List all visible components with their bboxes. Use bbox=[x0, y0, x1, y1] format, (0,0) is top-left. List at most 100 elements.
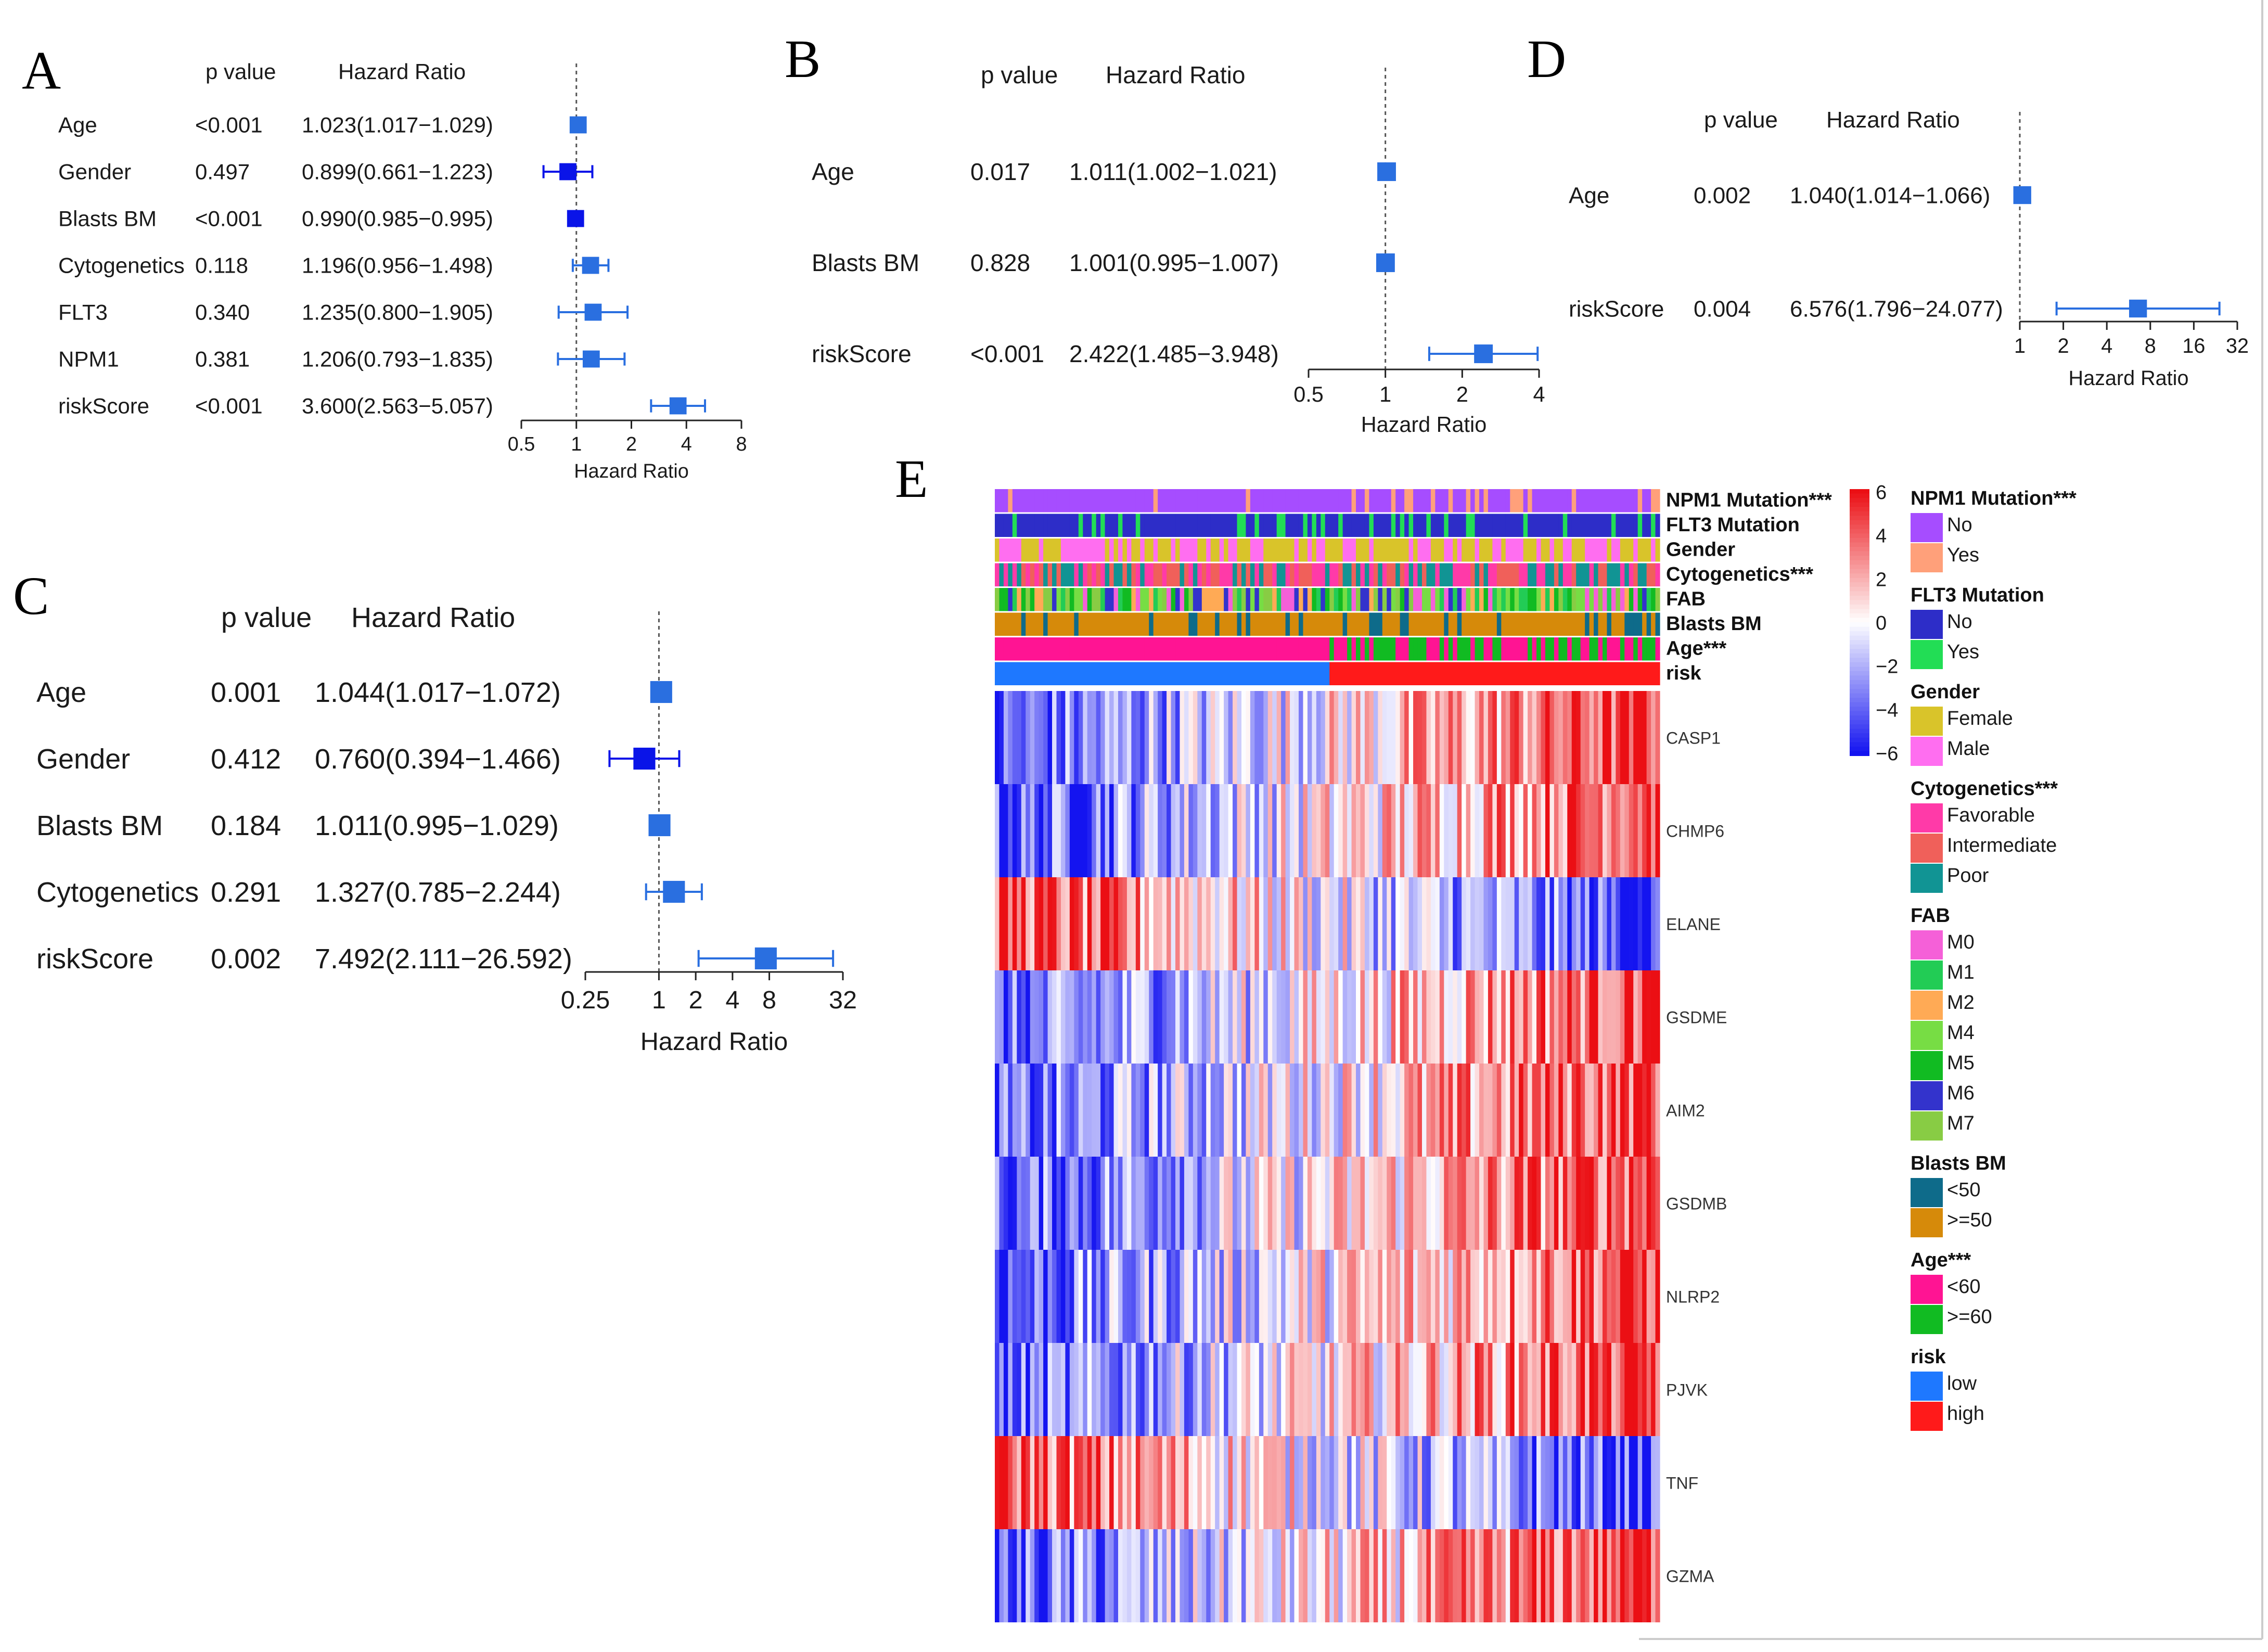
annotation-cell bbox=[1567, 514, 1572, 537]
annotation-cell bbox=[1528, 539, 1533, 562]
heatmap-cell bbox=[1616, 1343, 1621, 1436]
annotation-cell bbox=[1113, 588, 1119, 611]
heatmap-cell bbox=[1321, 1343, 1326, 1436]
annotation-cell bbox=[1571, 637, 1577, 661]
annotation-cell bbox=[1026, 637, 1031, 661]
heatmap-cell bbox=[1092, 1250, 1097, 1343]
annotation-cell bbox=[1356, 637, 1361, 661]
heatmap-cell bbox=[1135, 1157, 1141, 1250]
annotation-cell bbox=[1541, 514, 1546, 537]
annotation-cell bbox=[1501, 563, 1506, 586]
heatmap-cell bbox=[1325, 1064, 1330, 1157]
heatmap-cell bbox=[1321, 1436, 1326, 1529]
annotation-cell bbox=[1505, 662, 1510, 685]
annotation-cell bbox=[1338, 662, 1343, 685]
heatmap-cell bbox=[1430, 1343, 1436, 1436]
heatmap-cell bbox=[1347, 877, 1352, 970]
heatmap-cell bbox=[1052, 1529, 1057, 1622]
annotation-cell bbox=[1087, 489, 1092, 513]
heatmap-cell bbox=[1594, 784, 1599, 877]
heatmap-cell bbox=[1616, 1529, 1621, 1622]
heatmap-cell bbox=[1329, 1529, 1335, 1622]
annotation-cell bbox=[1167, 637, 1172, 661]
heatmap-cell bbox=[1224, 970, 1229, 1064]
heatmap-cell bbox=[1356, 877, 1361, 970]
annotation-cell bbox=[1180, 514, 1185, 537]
heatmap-cell bbox=[1180, 1436, 1185, 1529]
heatmap-cell bbox=[1325, 1343, 1330, 1436]
heatmap-row: ELANE bbox=[995, 877, 1721, 970]
heatmap-cell bbox=[1413, 1157, 1418, 1250]
gene-label: TNF bbox=[1666, 1474, 1698, 1493]
heatmap-cell bbox=[1060, 1436, 1066, 1529]
annotation-cell bbox=[1096, 612, 1101, 636]
heatmap-cell bbox=[1620, 1343, 1625, 1436]
annotation-cell bbox=[1510, 563, 1515, 586]
heatmap-cell bbox=[1382, 1343, 1387, 1436]
heatmap-cell bbox=[1069, 1250, 1074, 1343]
annotation-cell bbox=[1140, 563, 1145, 586]
annotation-cell bbox=[1462, 612, 1467, 636]
heatmap-cell bbox=[1421, 1157, 1427, 1250]
heatmap-cell bbox=[1532, 784, 1537, 877]
heatmap-cell bbox=[1523, 1064, 1528, 1157]
annotation-cell bbox=[1567, 612, 1572, 636]
heatmap-cell bbox=[1541, 1064, 1546, 1157]
annotation-cell bbox=[1201, 612, 1207, 636]
heatmap-cell bbox=[1043, 1157, 1048, 1250]
hazard-ratio-header: Hazard Ratio bbox=[351, 602, 515, 633]
row-label: riskScore bbox=[812, 340, 912, 367]
heatmap-cell bbox=[1620, 1250, 1625, 1343]
annotation-cell bbox=[1012, 588, 1017, 611]
heatmap-cell bbox=[1519, 1157, 1524, 1250]
annotation-cell bbox=[1135, 588, 1141, 611]
x-tick-label: 0.5 bbox=[508, 433, 535, 455]
annotation-cell bbox=[1338, 539, 1343, 562]
annotation-cell bbox=[1206, 563, 1211, 586]
heatmap-cell bbox=[1135, 970, 1141, 1064]
annotation-cell bbox=[1122, 588, 1127, 611]
heatmap-cell bbox=[1060, 784, 1066, 877]
annotation-cell bbox=[1272, 588, 1277, 611]
heatmap-cell bbox=[1629, 1250, 1634, 1343]
heatmap-cell bbox=[1060, 1343, 1066, 1436]
heatmap-cell bbox=[1259, 1529, 1264, 1622]
heatmap-cell bbox=[1505, 691, 1510, 784]
heatmap-cell bbox=[1655, 1250, 1660, 1343]
heatmap-cell bbox=[1008, 1343, 1013, 1436]
colorbar-segment bbox=[1850, 498, 1869, 503]
heatmap-cell bbox=[995, 691, 1000, 784]
annotation-cell bbox=[1602, 563, 1608, 586]
heatmap-cell bbox=[1188, 970, 1194, 1064]
heatmap-cell bbox=[1457, 1529, 1462, 1622]
annotation-cell bbox=[1281, 662, 1286, 685]
heatmap-cell bbox=[1100, 691, 1106, 784]
heatmap-cell bbox=[1012, 1064, 1017, 1157]
annotation-cell bbox=[1294, 514, 1299, 537]
heatmap-cell bbox=[1254, 784, 1260, 877]
heatmap-cell bbox=[1197, 1157, 1202, 1250]
annotation-cell bbox=[1629, 563, 1634, 586]
heatmap-cell bbox=[1012, 691, 1017, 784]
heatmap-cell bbox=[1514, 1064, 1519, 1157]
annotation-cell bbox=[1646, 539, 1651, 562]
annotation-cell bbox=[1069, 612, 1074, 636]
heatmap-cell bbox=[1549, 1157, 1555, 1250]
heatmap-cell bbox=[1466, 877, 1471, 970]
annotation-cell bbox=[1356, 539, 1361, 562]
heatmap-cell bbox=[1470, 1343, 1476, 1436]
annotation-cell bbox=[1457, 637, 1462, 661]
annotation-cell bbox=[1131, 514, 1136, 537]
annotation-track-label: NPM1 Mutation*** bbox=[1666, 489, 1832, 511]
heatmap-cell bbox=[1514, 1157, 1519, 1250]
annotation-cell bbox=[1144, 637, 1149, 661]
heatmap-cell bbox=[1589, 1343, 1594, 1436]
annotation-cell bbox=[1215, 637, 1220, 661]
annotation-cell bbox=[1043, 588, 1048, 611]
heatmap-cell bbox=[1290, 784, 1295, 877]
annotation-cell bbox=[1074, 662, 1079, 685]
heatmap-cell bbox=[1642, 1529, 1647, 1622]
row-pvalue: 0.118 bbox=[195, 253, 248, 278]
annotation-cell bbox=[1594, 612, 1599, 636]
heatmap-cell bbox=[1224, 1529, 1229, 1622]
